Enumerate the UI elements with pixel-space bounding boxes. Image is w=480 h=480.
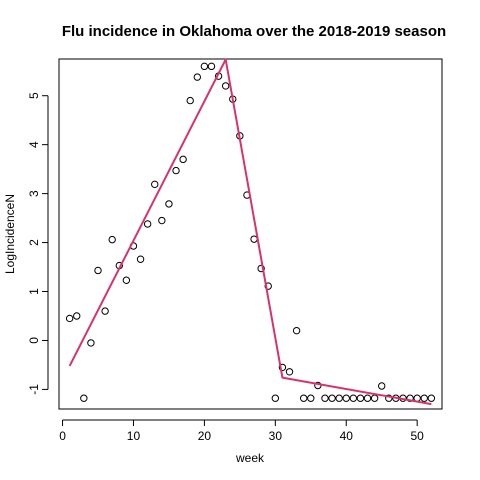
y-tick-label: 4: [27, 141, 41, 148]
data-point: [193, 73, 202, 81]
data-point: [122, 276, 131, 284]
fit-line: [68, 58, 432, 406]
data-point: [207, 62, 216, 71]
x-tick-label: 10: [127, 429, 141, 443]
data-point: [87, 339, 95, 347]
data-point: [172, 166, 180, 175]
x-tick-label: 0: [59, 429, 66, 443]
data-point: [285, 368, 294, 376]
data-point: [158, 216, 166, 225]
data-point: [80, 394, 88, 402]
data-point: [299, 394, 308, 402]
data-points: [65, 62, 436, 402]
data-point: [342, 394, 350, 402]
x-tick-label: 40: [340, 429, 354, 443]
data-point: [186, 96, 194, 105]
data-point: [349, 394, 358, 402]
data-point: [108, 235, 116, 244]
data-point: [427, 394, 436, 402]
y-tick-label: 3: [27, 190, 41, 197]
data-point: [65, 314, 74, 323]
data-point: [356, 394, 365, 402]
data-point: [151, 180, 159, 189]
x-axis: 0 10 20 30 40 50: [59, 419, 424, 443]
data-point: [385, 394, 393, 402]
data-point: [165, 200, 173, 208]
y-tick-label: 0: [27, 337, 41, 344]
x-tick-label: 20: [198, 429, 212, 443]
data-point: [363, 394, 372, 402]
data-point: [94, 266, 102, 275]
chart-title: Flu incidence in Oklahoma over the 2018-…: [62, 23, 446, 40]
data-point: [250, 235, 258, 243]
data-point: [179, 155, 187, 164]
data-point: [143, 220, 152, 228]
data-point: [73, 312, 81, 320]
data-point: [328, 394, 336, 402]
data-point: [321, 394, 329, 402]
data-point: [221, 82, 230, 90]
data-point: [278, 363, 287, 372]
data-point: [335, 394, 343, 402]
y-tick-label: 1: [27, 288, 41, 295]
y-tick-label: 2: [27, 239, 41, 246]
data-point: [420, 394, 428, 402]
data-point: [406, 394, 414, 402]
data-point: [292, 326, 301, 335]
plot-frame: [58, 58, 443, 410]
data-point: [378, 382, 386, 390]
y-tick-label: -1: [27, 384, 41, 395]
data-point: [271, 394, 280, 402]
data-point: [370, 394, 379, 402]
data-point: [101, 307, 109, 315]
data-point: [200, 62, 209, 71]
data-point: [264, 282, 272, 290]
y-axis-label: LogIncidenceN: [3, 194, 17, 274]
x-tick-label: 50: [410, 429, 424, 443]
y-axis: -1 0 1 2 3 4 5: [27, 92, 49, 395]
data-point: [257, 264, 265, 273]
data-point: [136, 255, 145, 263]
x-axis-label: week: [235, 451, 265, 465]
x-tick-label: 30: [269, 429, 283, 443]
data-point: [307, 394, 315, 402]
y-tick-label: 5: [27, 92, 41, 99]
